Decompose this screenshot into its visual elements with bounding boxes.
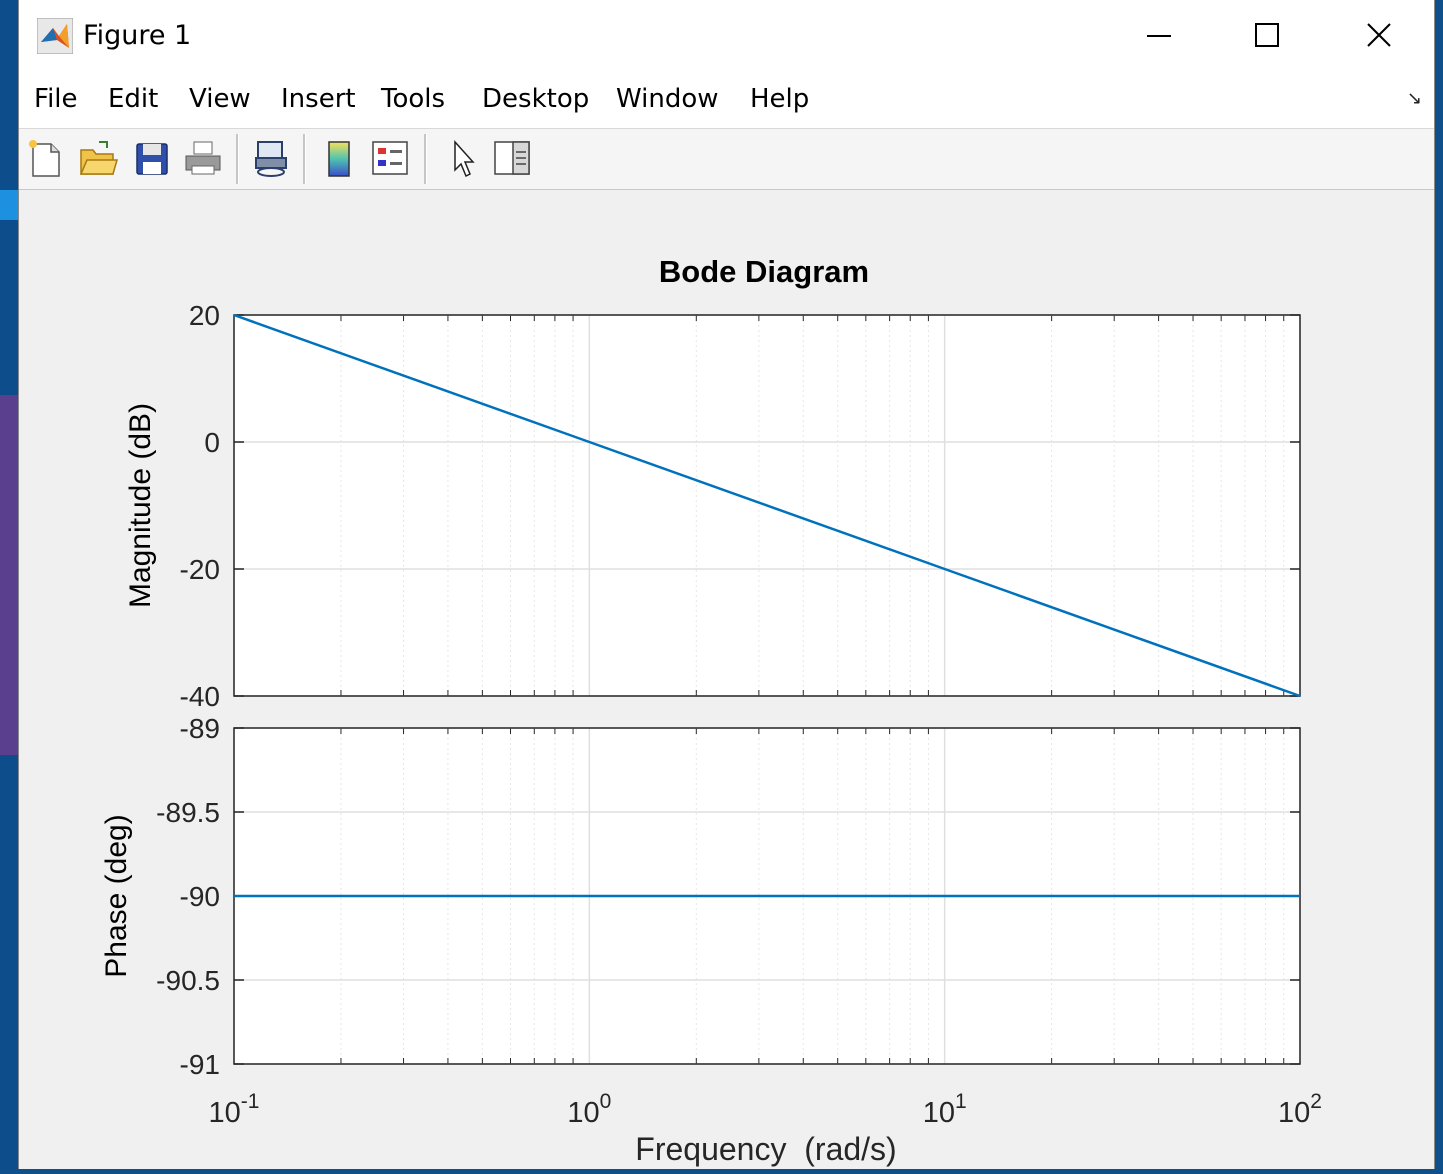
menu-help[interactable]: Help	[750, 84, 810, 114]
matlab-logo-icon	[37, 18, 73, 54]
menu-insert[interactable]: Insert	[281, 84, 356, 114]
insert-legend-button[interactable]	[369, 136, 411, 180]
phase-y-tick-label: -90.5	[156, 965, 220, 996]
phase-y-tick-label: -91	[180, 1049, 220, 1080]
magnitude-y-tick-label: 20	[189, 300, 220, 331]
menu-file[interactable]: File	[34, 84, 78, 114]
x-tick-label: 101	[923, 1090, 967, 1129]
insert-colorbar-button[interactable]	[319, 136, 361, 180]
menu-view[interactable]: View	[189, 84, 251, 114]
menu-edit[interactable]: Edit	[108, 84, 159, 114]
magnitude-y-tick-label: -40	[180, 681, 220, 712]
magnitude-y-axis-label: Magnitude (dB)	[124, 403, 157, 608]
desktop-background-band	[0, 190, 18, 220]
phase-y-tick-label: -89	[180, 713, 220, 744]
maximize-icon	[1255, 23, 1279, 47]
magnitude-y-tick-label: -20	[180, 554, 220, 585]
close-icon	[1367, 23, 1391, 47]
toolbar-separator	[236, 134, 239, 184]
x-tick-label: 10-1	[209, 1090, 260, 1129]
magnitude-data-line	[233, 313, 1301, 698]
close-button[interactable]	[1349, 14, 1409, 58]
print-button[interactable]	[182, 136, 224, 180]
open-file-button[interactable]	[77, 136, 119, 180]
desktop-background-band	[0, 395, 18, 755]
x-tick-label: 102	[1278, 1090, 1322, 1129]
property-inspector-icon	[494, 141, 530, 175]
maximize-button[interactable]	[1237, 14, 1297, 58]
toolbar-separator	[303, 134, 306, 184]
x-axis-label: Frequency (rad/s)	[635, 1131, 896, 1167]
link-plot-button[interactable]	[250, 136, 292, 180]
menu-tools[interactable]: Tools	[381, 84, 446, 114]
toolbar-separator	[424, 134, 427, 184]
phase-y-tick-label: -89.5	[156, 797, 220, 828]
minimize-button[interactable]	[1129, 14, 1189, 58]
print-icon	[185, 141, 221, 175]
property-inspector-button[interactable]	[491, 136, 533, 180]
menu-bar	[19, 72, 1434, 129]
phase-y-axis-label: Phase (deg)	[100, 814, 133, 977]
bode-plot[interactable]: Bode Diagram Frequency (rad/s) 20 0 -20 -40…	[19, 190, 1434, 1169]
x-tick-label: 100	[567, 1090, 611, 1129]
window-title: Figure 1	[83, 20, 192, 51]
phase-y-tick-label: -90	[180, 881, 220, 912]
menu-window[interactable]: Window	[616, 84, 719, 114]
new-figure-button[interactable]	[25, 136, 67, 180]
magnitude-axes-box	[233, 314, 1301, 697]
figure-canvas[interactable]: Bode Diagram Frequency (rad/s) 20 0 -20 -40…	[19, 190, 1434, 1169]
title-bar[interactable]: Figure 1	[19, 0, 1434, 72]
figure-window: Figure 1 File Edit View Insert Tools Des…	[18, 0, 1435, 1169]
save-icon	[136, 143, 168, 175]
figure-toolbar	[19, 129, 1434, 190]
chart-title: Bode Diagram	[659, 254, 869, 289]
save-button[interactable]	[131, 136, 173, 180]
legend-icon	[372, 141, 408, 175]
open-file-icon	[79, 141, 118, 175]
magnitude-y-tick-label: 0	[204, 427, 220, 458]
edit-plot-arrow-icon	[454, 140, 475, 178]
dock-figure-icon[interactable]: ↘	[1406, 88, 1422, 108]
edit-plot-button[interactable]	[441, 136, 483, 180]
link-plot-icon	[255, 141, 287, 177]
colorbar-icon	[328, 141, 350, 177]
menu-desktop[interactable]: Desktop	[482, 84, 590, 114]
new-figure-icon	[29, 140, 60, 177]
minimize-icon	[1147, 35, 1171, 37]
